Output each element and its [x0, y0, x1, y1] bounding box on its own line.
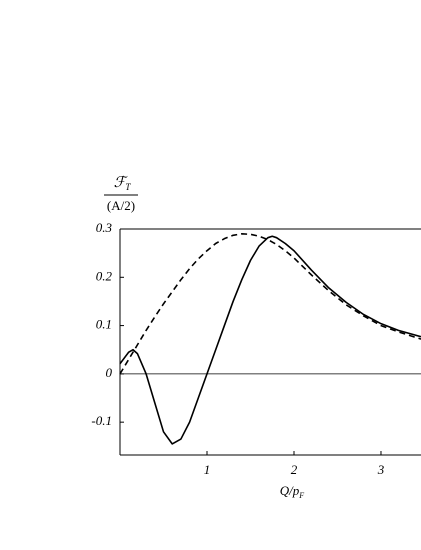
- series-line: [119, 235, 421, 445]
- x-label-symbol: Q/p: [280, 483, 300, 498]
- series-line: [119, 233, 421, 375]
- y-label-symbol: ℱ: [114, 175, 129, 191]
- x-tick-label: 3: [377, 462, 385, 477]
- y-tick-label: 0: [106, 365, 113, 380]
- y-tick-label: 0.3: [96, 220, 113, 235]
- y-tick-label: 0.1: [96, 317, 112, 332]
- x-tick-label: 2: [291, 462, 298, 477]
- y-label-denominator: (A/2): [107, 198, 135, 213]
- y-tick-label: -0.1: [91, 413, 112, 428]
- x-label: Q/pF: [280, 483, 305, 500]
- x-label-subscript: F: [298, 491, 304, 500]
- y-label-numerator: ℱT: [114, 175, 132, 192]
- y-tick-label: 0.2: [96, 268, 113, 283]
- y-label-subscript: T: [125, 182, 131, 192]
- x-tick-label: 1: [204, 462, 211, 477]
